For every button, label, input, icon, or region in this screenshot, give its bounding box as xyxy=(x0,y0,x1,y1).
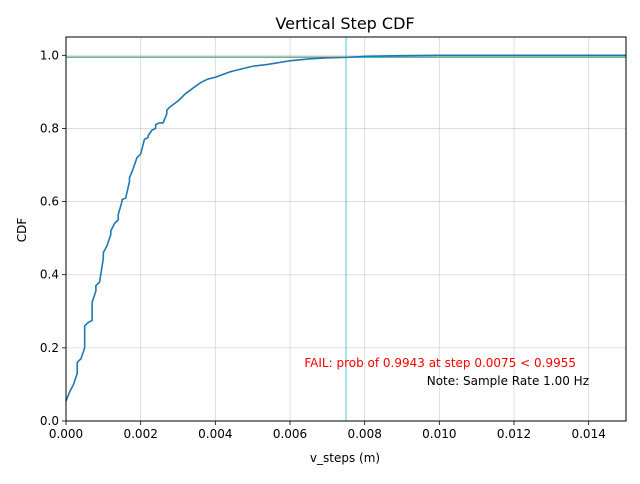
chart-title: Vertical Step CDF xyxy=(275,14,414,33)
y-tick-label: 0.8 xyxy=(40,121,59,135)
x-tick-label: 0.008 xyxy=(347,427,381,441)
cdf-series-line xyxy=(65,54,626,402)
x-axis-label: v_steps (m) xyxy=(310,451,380,465)
x-tick-label: 0.002 xyxy=(123,427,157,441)
y-tick-label: 0.2 xyxy=(40,341,59,355)
y-axis-ticks: 0.0 0.2 0.4 0.6 0.8 1.0 xyxy=(40,48,66,428)
y-tick-label: 0.4 xyxy=(40,268,59,282)
x-tick-label: 0.014 xyxy=(571,427,605,441)
y-tick-label: 0.6 xyxy=(40,195,59,209)
x-tick-label: 0.000 xyxy=(49,427,83,441)
x-tick-label: 0.012 xyxy=(497,427,531,441)
x-tick-label: 0.006 xyxy=(273,427,307,441)
x-tick-label: 0.004 xyxy=(198,427,232,441)
x-axis-ticks: 0.000 0.002 0.004 0.006 0.008 0.010 0.012 0.014 xyxy=(49,421,606,441)
y-tick-label: 0.0 xyxy=(40,414,59,428)
series-layer xyxy=(65,54,626,402)
sample-rate-note: Note: Sample Rate 1.00 Hz xyxy=(427,374,589,388)
fail-annotation: FAIL: prob of 0.9943 at step 0.0075 < 0.… xyxy=(304,356,576,370)
axes-frame xyxy=(65,36,627,422)
y-axis-label: CDF xyxy=(15,218,29,243)
y-tick-label: 1.0 xyxy=(40,48,59,62)
x-tick-label: 0.010 xyxy=(422,427,456,441)
